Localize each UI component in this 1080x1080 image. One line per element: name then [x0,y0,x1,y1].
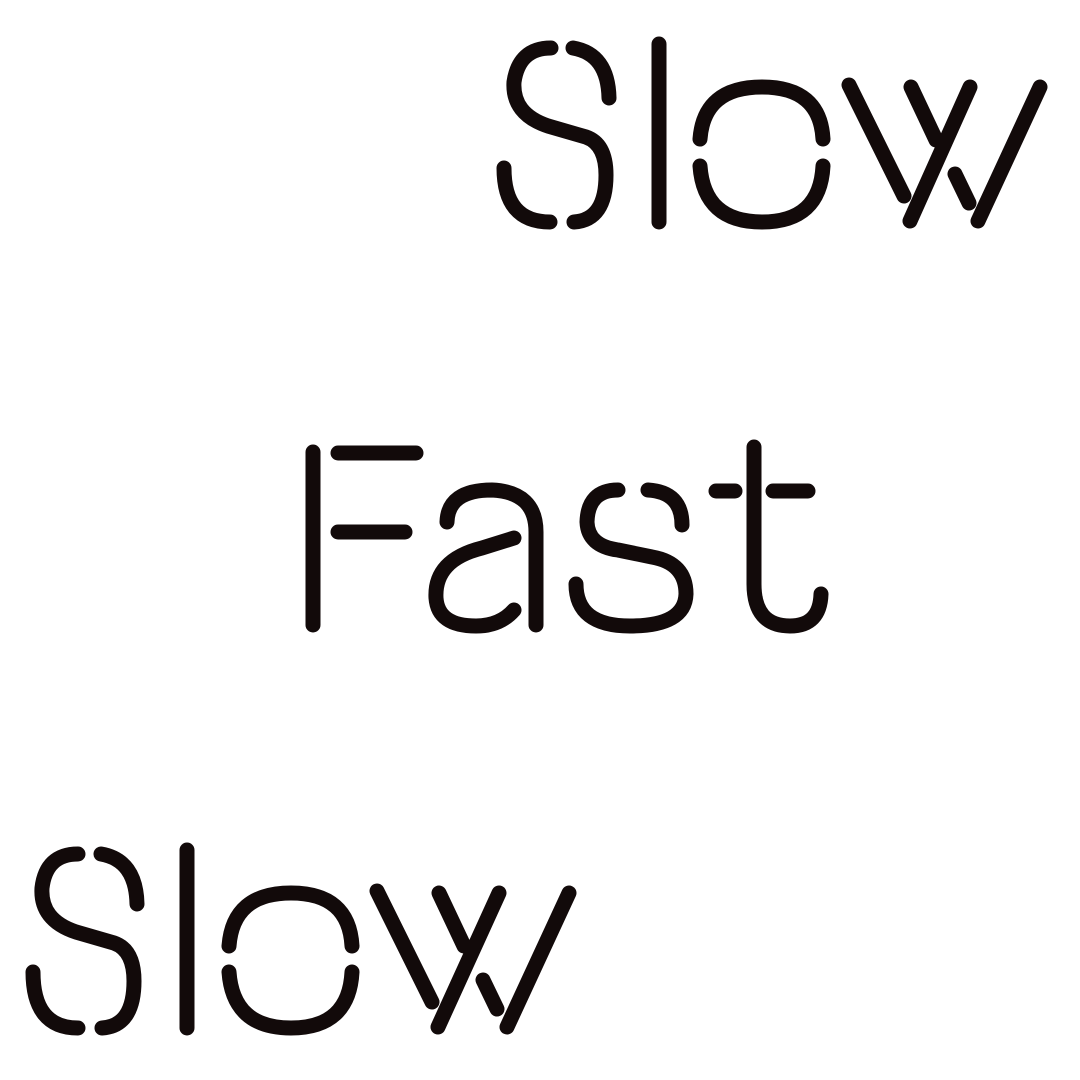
word-slow-top [496,36,1048,230]
letter-o [221,885,360,1036]
letter-t [708,439,829,634]
letter-w [369,883,577,1035]
letter-w [841,77,1048,229]
letter-o [692,79,831,230]
letter-a [428,482,544,634]
word-slow-bottom [25,842,577,1036]
word-fast-middle [305,439,829,634]
letter-s [496,40,617,230]
letter-s [25,846,145,1036]
letter-s [568,482,694,634]
letter-f [305,444,424,633]
